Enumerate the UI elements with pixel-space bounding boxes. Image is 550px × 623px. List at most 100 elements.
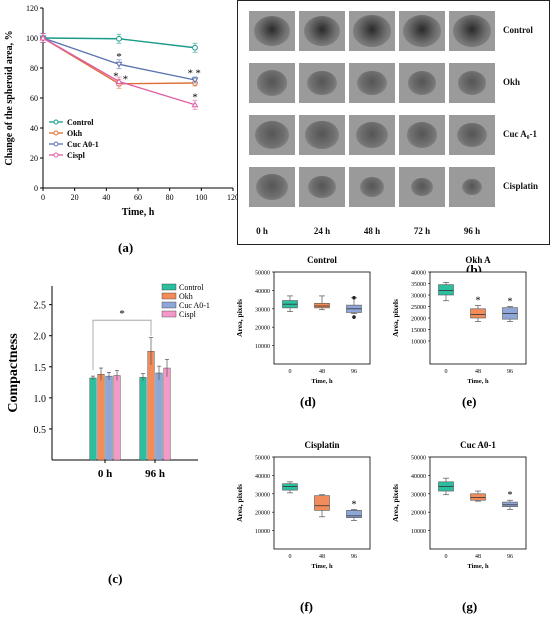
y-tick-label: 40 [30,124,38,133]
spheroid-blob [457,122,487,148]
spheroid-blob [407,71,437,95]
bar [155,372,163,461]
x-tick-label: 0 [41,193,45,202]
spheroid-image [449,115,495,155]
significance-star: * [476,295,481,306]
significance-star: * [119,308,125,320]
x-tick-label: 0 [289,554,292,560]
photo-column-label: 0 h [256,226,268,236]
spheroid-blob [254,120,289,150]
outlier-point [352,315,356,319]
y-tick-label: 0.5 [34,425,47,436]
y-tick-label: 80 [30,64,38,73]
spheroid-image [349,115,395,155]
y-tick-label: 40000 [411,474,426,480]
legend-marker [53,119,59,125]
significance-star: * [192,92,198,104]
box [470,493,486,501]
x-tick-label: 40 [102,193,110,202]
y-tick-label: 30000 [411,294,426,300]
spheroid-image [299,167,345,207]
box [314,495,330,511]
spheroid-blob [307,70,337,96]
significance-star: * [123,74,129,86]
x-tick-label: 96 [351,369,357,375]
spheroid-image [449,63,495,103]
y-tick-label: 20000 [255,326,270,332]
legend-label: Okh [67,129,83,138]
y-tick-label: 15000 [411,328,426,334]
y-tick-label: 40000 [411,271,426,277]
y-tick-label: 50000 [411,456,426,462]
y-axis-label: Change of the spheroid area, % [4,30,15,165]
spheroid-image [249,11,295,51]
data-point [115,61,123,68]
box [502,501,518,507]
y-tick-label: 35000 [411,282,426,288]
spheroid-blob [256,174,288,200]
photo-column-label: 24 h [313,226,331,236]
panel-label-e: (e) [462,394,477,409]
x-tick-label: 0 [445,554,448,560]
significance-star: * [508,297,513,308]
y-tick-label: 30000 [255,492,270,498]
legend-label: Control [67,118,94,127]
bar [97,374,105,461]
spheroid-blob [457,71,487,95]
spheroid-blob [303,15,341,47]
y-tick-label: 1.5 [34,363,47,374]
x-tick-label: 0 h [98,468,112,480]
significance-star: * [113,71,119,83]
x-tick-label: 80 [166,193,174,202]
plot-title: Okh A [465,255,491,265]
y-tick-label: 40000 [255,289,270,295]
y-tick-label: 10000 [411,340,426,346]
x-tick-label: 96 [351,554,357,560]
x-tick-label: 0 [445,369,448,375]
photo-column-label: 72 h [413,226,431,236]
spheroid-photo-grid: Control Okh Cuc A₀-1 Cisplatin 0 h 24 h 48 h 72… [237,0,550,245]
bar [147,351,155,461]
y-tick-label: 0 [34,184,38,193]
spheroid-blob [308,175,336,199]
y-tick-label: 50000 [255,271,270,277]
spheroid-image [399,115,445,155]
box [346,510,362,519]
y-axis-label: Compactness [6,333,21,413]
spheroid-blob [402,15,442,47]
x-tick-label: 20 [71,193,79,202]
bar [105,375,113,461]
spheroid-image [299,63,345,103]
spheroid-image [399,11,445,51]
x-tick-label: 100 [195,193,207,202]
bar [139,377,147,461]
x-tick-label: 0 [289,369,292,375]
x-tick-label: 96 [507,369,513,375]
photo-row-label: Control [503,25,533,35]
legend-swatch [161,310,177,318]
legend-marker [53,152,59,158]
legend-label: Okh [179,292,193,301]
y-tick-label: 30000 [411,492,426,498]
y-tick-label: 10000 [411,529,426,535]
y-tick-label: 100 [26,34,38,43]
legend-label: Cuc A0-1 [179,301,210,310]
spheroid-image [249,63,295,103]
y-tick-label: 10000 [255,344,270,350]
y-tick-label: 20000 [411,511,426,517]
spheroid-image [399,167,445,207]
spheroid-image [399,63,445,103]
spheroid-blob [406,122,438,148]
photo-row-label: Cisplatin [503,181,539,191]
y-tick-label: 120 [26,4,38,13]
spheroid-blob [357,70,387,96]
significance-star: * [352,499,357,510]
bar [163,367,171,461]
legend-swatch [161,292,177,300]
spheroid-area-line-chart: 0 20 40 60 80 100 120 0 20 40 60 80 100 120 Time, h Cha… [4,4,237,218]
bar [113,375,121,461]
spheroid-image [349,11,395,51]
data-point [115,78,123,84]
data-point [116,35,122,42]
y-axis-label: Area, pixels [235,299,244,337]
